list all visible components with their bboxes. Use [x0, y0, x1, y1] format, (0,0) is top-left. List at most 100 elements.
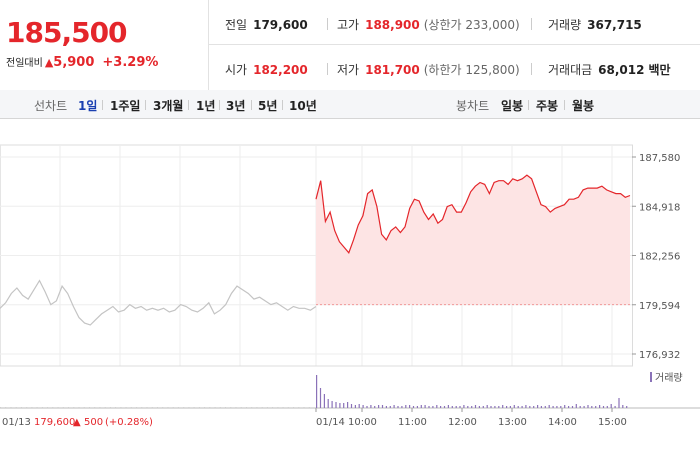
- divider: [564, 100, 565, 110]
- volume-bar: [188, 407, 190, 408]
- volume-bar: [20, 407, 22, 408]
- x-axis: 01/14 10:00 11:00 12:00 13:00 14:00 15:00: [315, 408, 627, 428]
- stat-open: 시가 182,200: [225, 61, 308, 78]
- stat-high: 고가 188,900 (상한가 233,000): [337, 16, 520, 33]
- volume-bar: [412, 406, 415, 408]
- tab-daily-candle[interactable]: 일봉: [501, 99, 524, 113]
- volume-bar: [83, 407, 85, 408]
- volume-bar: [610, 404, 612, 408]
- volume-bar: [136, 407, 138, 408]
- volume-bar: [10, 407, 12, 408]
- volume-bar: [521, 406, 523, 408]
- volume-bar: [266, 407, 268, 408]
- volume-bar: [230, 407, 232, 408]
- volume-bar: [401, 406, 403, 408]
- volume-bar: [15, 407, 17, 408]
- y-tick-label: 184,918: [639, 202, 680, 213]
- volume-bar: [26, 407, 28, 408]
- divider: [188, 100, 189, 110]
- stat-value: 181,700: [365, 63, 420, 77]
- tab-3month[interactable]: 3개월: [153, 99, 184, 113]
- volume-bar: [319, 388, 322, 408]
- volume-bar: [486, 405, 488, 408]
- volume-bar: [622, 405, 624, 408]
- volume-bar: [172, 407, 174, 408]
- volume-bar: [540, 406, 542, 408]
- volume-bar: [293, 407, 295, 408]
- volume-bar: [115, 407, 117, 408]
- volume-bar: [331, 401, 333, 408]
- volume-bar: [287, 407, 289, 408]
- volume-bar: [502, 405, 504, 408]
- chart-tabs: 선차트 1일 1주일 3개월 1년 3년 5년 10년 봉차트 일봉 주봉 월봉: [0, 90, 700, 119]
- price-summary: 185,500 전일대비 ▲5,900 +3.29%: [0, 0, 209, 90]
- prev-day-change: 500: [84, 417, 103, 428]
- volume-bar: [308, 407, 310, 408]
- volume-bar: [618, 398, 620, 408]
- divider: [209, 44, 700, 45]
- divider: [327, 63, 328, 75]
- tab-5year[interactable]: 5년: [258, 99, 278, 113]
- volume-bar: [335, 402, 337, 408]
- volume-bar: [525, 405, 527, 408]
- volume-bar: [494, 406, 496, 408]
- volume-bar: [151, 407, 153, 408]
- volume-bar: [459, 406, 461, 408]
- divider: [251, 100, 252, 110]
- volume-bar: [552, 406, 554, 408]
- volume-bar: [347, 402, 349, 408]
- volume-bar: [506, 406, 508, 408]
- volume-bar: [583, 406, 585, 408]
- y-tick-label: 187,580: [639, 153, 680, 164]
- volume-bar: [409, 405, 411, 408]
- divider: [219, 100, 220, 110]
- upper-limit: (상한가 233,000): [423, 18, 520, 32]
- volume-bar: [556, 406, 558, 408]
- candle-chart-title: 봉차트: [456, 99, 490, 113]
- volume-bar: [316, 375, 318, 408]
- change-label: 전일대비: [6, 58, 43, 69]
- volume-bar: [606, 406, 608, 408]
- volume-bar: [378, 405, 380, 408]
- tab-1day[interactable]: 1일: [78, 99, 98, 113]
- volume-legend-swatch: [650, 372, 652, 382]
- divider: [102, 100, 103, 110]
- divider: [282, 100, 283, 110]
- volume-bar: [560, 406, 562, 408]
- tab-10year[interactable]: 10년: [289, 99, 317, 113]
- divider: [528, 100, 529, 110]
- volume-bar: [57, 407, 59, 408]
- volume-bar: [626, 406, 628, 408]
- volume-bar: [256, 407, 258, 408]
- volume-bar: [455, 406, 457, 408]
- tab-monthly-candle[interactable]: 월봉: [572, 99, 595, 113]
- volume-bar: [374, 406, 376, 408]
- stat-label: 시가: [225, 63, 248, 77]
- volume-bar: [94, 407, 96, 408]
- tab-1week[interactable]: 1주일: [110, 99, 141, 113]
- volume-bar: [370, 405, 372, 408]
- volume-bar: [73, 407, 75, 408]
- y-tick-label: 179,594: [639, 301, 680, 312]
- divider: [531, 63, 532, 75]
- stat-prev-close: 전일 179,600: [225, 16, 308, 33]
- y-axis: 187,580 184,918 182,256 179,594 176,932: [632, 153, 680, 361]
- volume-bar: [471, 406, 473, 408]
- x-tick-label: 01/14: [316, 417, 345, 428]
- volume-bar: [130, 407, 132, 408]
- volume-bar: [389, 406, 391, 408]
- tab-3year[interactable]: 3년: [226, 99, 246, 113]
- volume-bar: [595, 406, 597, 408]
- volume-bar: [68, 407, 69, 408]
- volume-bar: [104, 407, 106, 408]
- volume-bar: [385, 406, 387, 408]
- tab-weekly-candle[interactable]: 주봉: [536, 99, 559, 113]
- volume-bar: [89, 407, 90, 408]
- volume-bar: [424, 405, 426, 408]
- stat-value: 68,012: [598, 63, 645, 77]
- y-tick-label: 182,256: [639, 252, 680, 263]
- tab-1year[interactable]: 1년: [196, 99, 216, 113]
- volume-bar: [564, 405, 566, 408]
- volume-bar: [498, 406, 500, 408]
- volume-bar: [529, 406, 531, 408]
